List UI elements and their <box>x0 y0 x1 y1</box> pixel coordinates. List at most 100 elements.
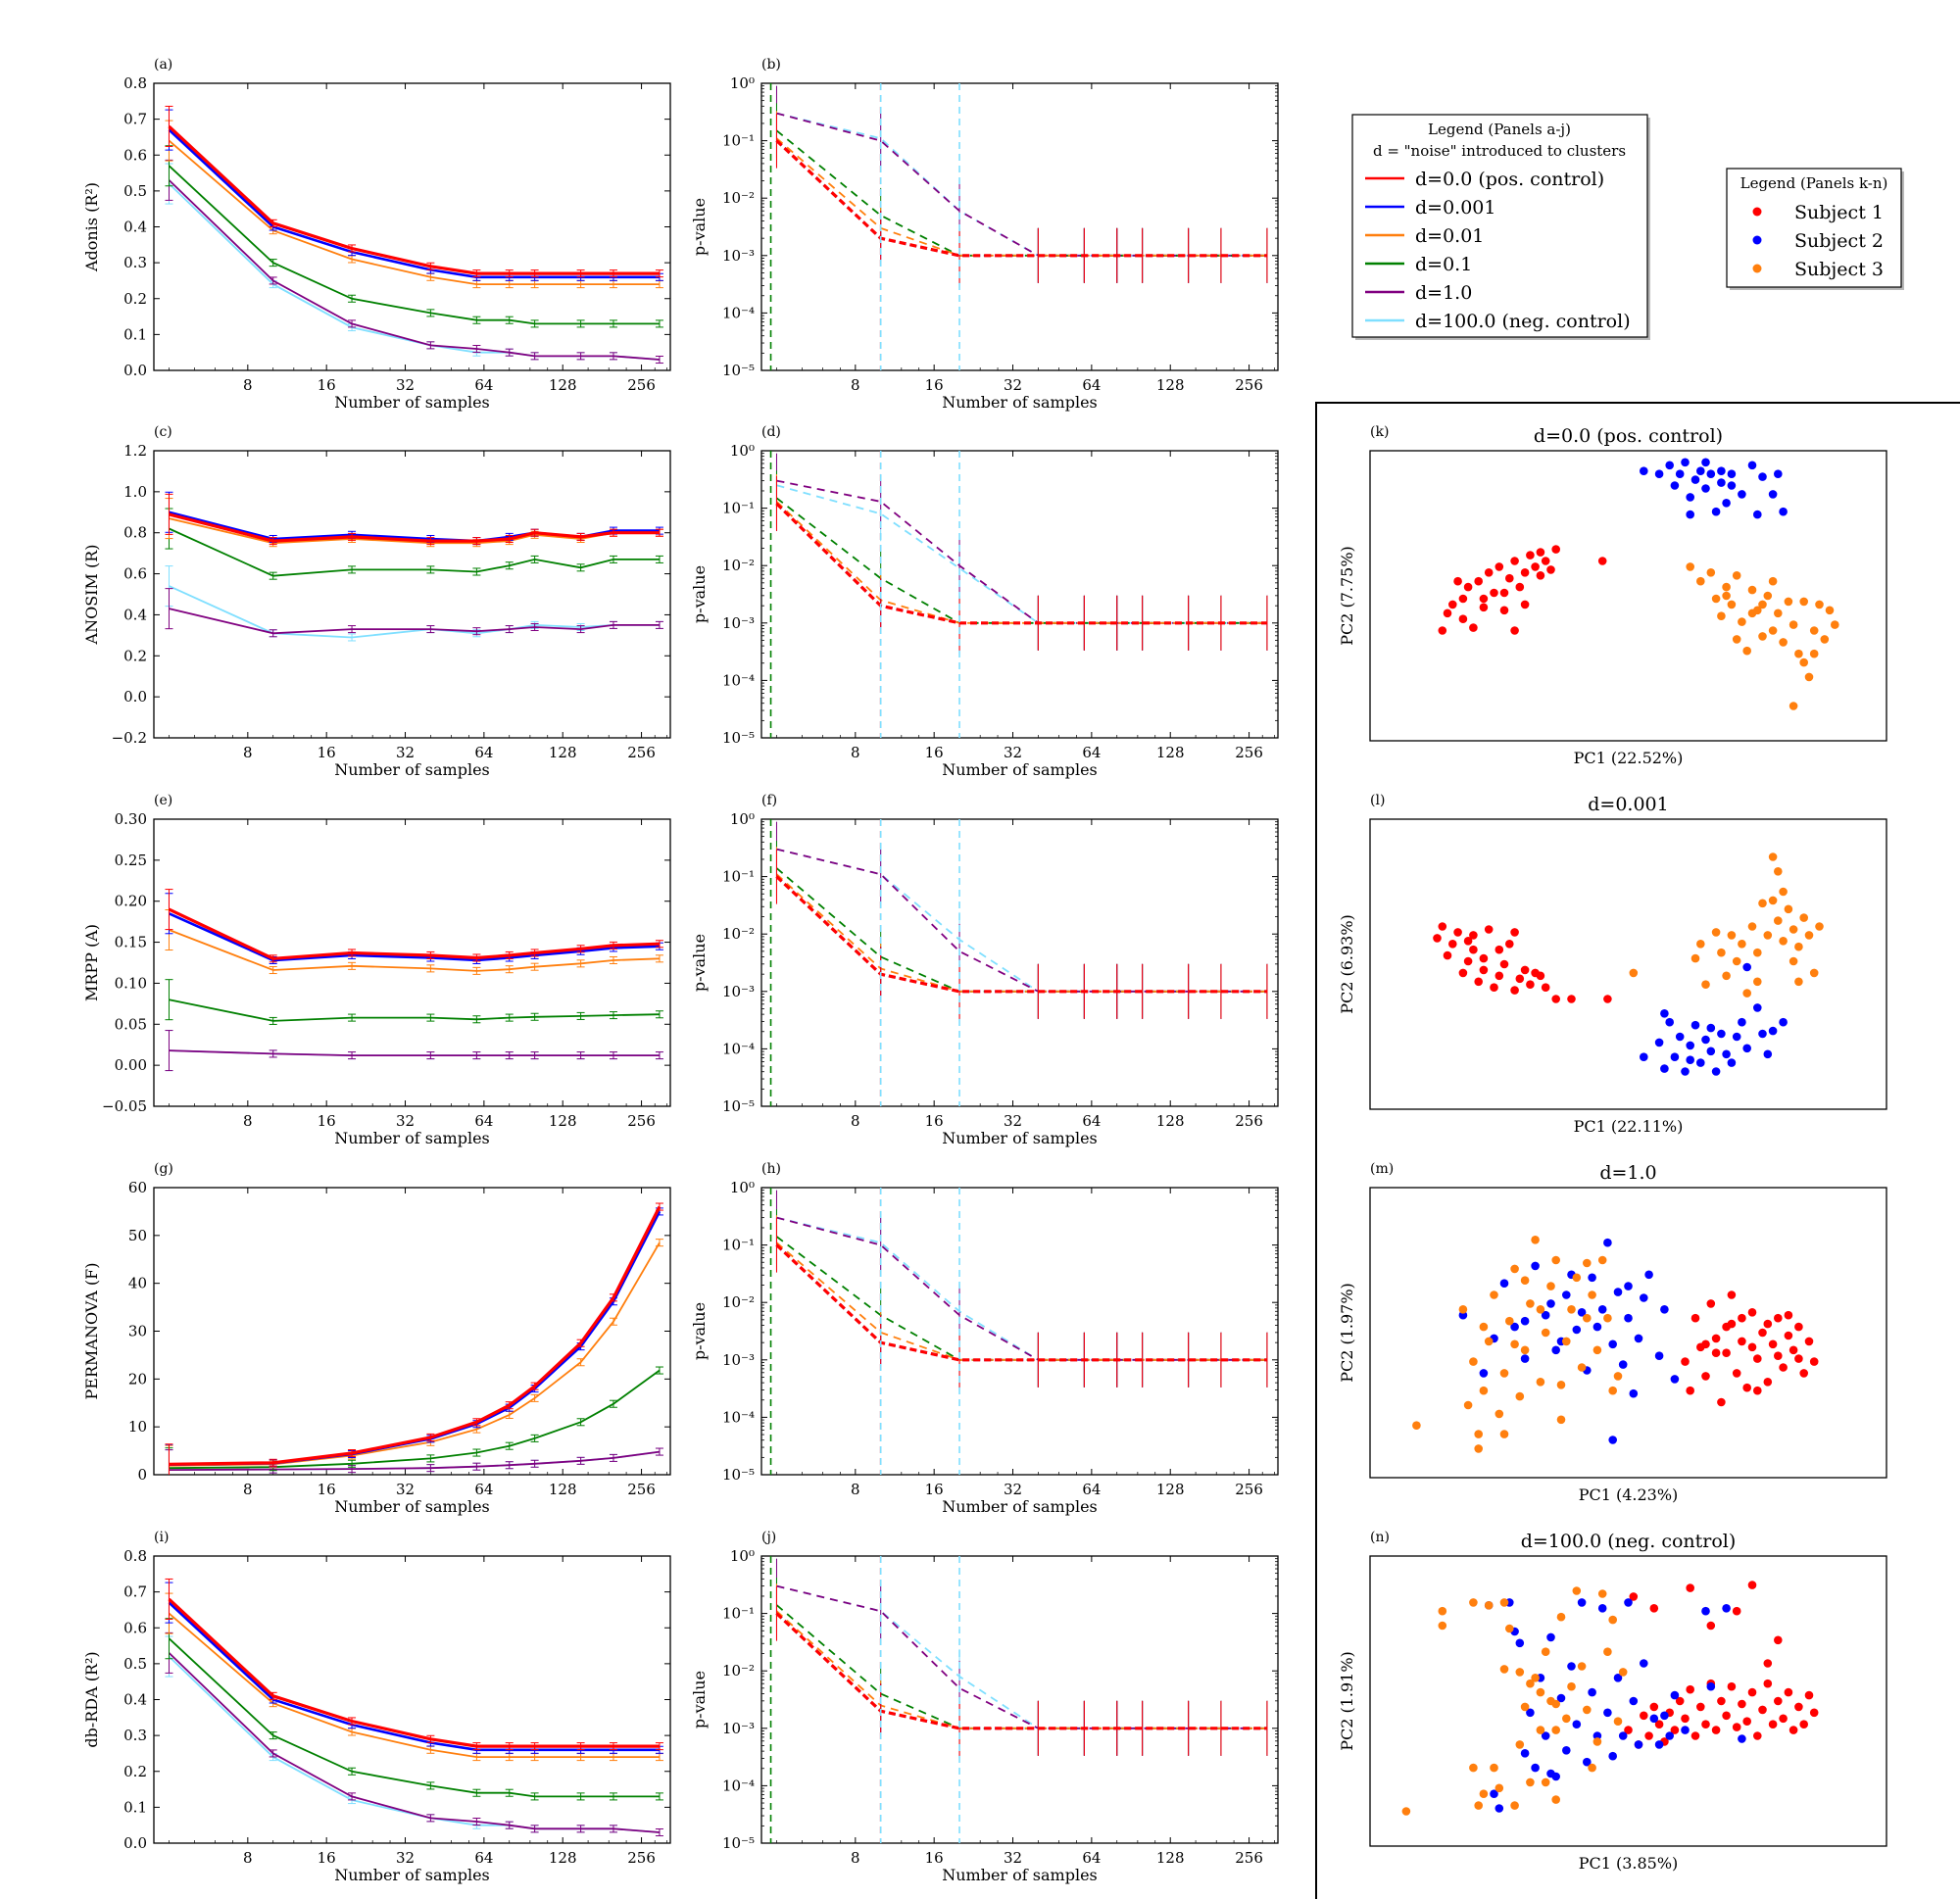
data-point <box>1727 1290 1737 1299</box>
y-axis-label: PC2 (6.93%) <box>1338 914 1356 1014</box>
data-point <box>1681 458 1690 467</box>
data-point <box>1479 1322 1489 1332</box>
x-tick-label: 16 <box>318 744 336 761</box>
data-point <box>1603 1647 1612 1656</box>
panel-n: (n) d=100.0 (neg. control) PC1 (3.85%) PC2 … <box>1338 1530 1887 1873</box>
y-tick-label: 10⁻² <box>722 189 755 207</box>
data-point <box>1788 702 1798 710</box>
data-point <box>1629 1388 1639 1398</box>
y-tick-label: 0.2 <box>123 290 147 308</box>
legend-kn-title: Legend (Panels k-n) <box>1740 174 1888 192</box>
data-point <box>1675 1696 1685 1706</box>
x-axis-label: Number of samples <box>334 393 490 412</box>
x-tick-label: 128 <box>549 744 577 761</box>
data-point <box>1738 1337 1746 1346</box>
data-point <box>1809 649 1819 658</box>
axes-frame <box>153 818 671 1107</box>
data-point <box>1556 1693 1566 1703</box>
data-point <box>1541 1777 1550 1787</box>
data-point <box>1779 638 1788 647</box>
data-point <box>1809 1357 1819 1366</box>
series-group <box>769 83 1268 370</box>
data-point <box>1463 582 1473 592</box>
axes-frame <box>1369 818 1887 1110</box>
data-point <box>1722 1348 1731 1357</box>
data-point <box>1546 1282 1555 1290</box>
data-point <box>1738 1017 1746 1027</box>
panel-k: (k) d=0.0 (pos. control) PC1 (22.52%) PC2 (… <box>1338 424 1887 767</box>
data-point <box>1738 490 1746 499</box>
data-point <box>1515 1668 1525 1677</box>
data-point <box>1474 576 1483 586</box>
y-axis-label: PC2 (1.97%) <box>1338 1283 1356 1383</box>
data-point <box>1577 1598 1587 1607</box>
data-point <box>1520 600 1530 609</box>
data-point <box>1768 1720 1778 1729</box>
data-point <box>1784 1331 1793 1340</box>
data-point <box>1443 950 1452 960</box>
data-point <box>1531 1674 1540 1682</box>
data-point <box>1479 965 1489 975</box>
y-tick-label: 10⁰ <box>730 442 755 460</box>
y-tick-label: 0.10 <box>115 974 147 992</box>
axes-frame <box>760 82 1279 371</box>
data-point <box>1613 1674 1623 1682</box>
y-tick-label: 0.6 <box>123 146 147 164</box>
data-point <box>1505 1624 1514 1633</box>
x-tick-label: 32 <box>396 744 415 761</box>
axes-frame <box>760 1187 1279 1476</box>
data-point <box>1531 1236 1540 1244</box>
data-point <box>1675 1032 1685 1042</box>
data-point <box>1469 1763 1478 1773</box>
y-tick-label: −0.05 <box>102 1097 147 1115</box>
x-tick-label: 32 <box>1004 1481 1022 1498</box>
x-tick-label: 256 <box>1235 1481 1263 1498</box>
data-point <box>1536 548 1545 557</box>
series-line-0 <box>168 124 660 275</box>
x-tick-label: 32 <box>1004 1112 1022 1130</box>
panel-letter: (h) <box>761 1161 781 1177</box>
data-point <box>1701 1372 1710 1381</box>
data-point <box>1603 1238 1612 1247</box>
series-line-0 <box>168 907 661 960</box>
series-line-3 <box>169 527 660 577</box>
data-point <box>1799 597 1808 607</box>
series-line-3 <box>775 129 1267 257</box>
x-tick-label: 16 <box>925 376 944 394</box>
data-point <box>1608 1751 1617 1761</box>
y-tick-label: 10⁻⁵ <box>722 1466 755 1484</box>
series-line-2 <box>775 1242 1267 1361</box>
data-point <box>1670 1726 1680 1734</box>
data-point <box>1597 1255 1607 1265</box>
data-point <box>1686 1055 1694 1064</box>
y-tick-label: 0.3 <box>123 1727 147 1744</box>
panel-f: 10⁰ 10⁻¹ 10⁻² 10⁻³ 10⁻⁴ 10⁻⁵ 8 16 32 64 128 256 (f) N… <box>690 793 1279 1147</box>
panel-title: d=0.001 <box>1588 794 1668 815</box>
data-point <box>1738 1734 1746 1743</box>
data-point <box>1763 1659 1773 1668</box>
data-point <box>1479 1789 1489 1798</box>
y-tick-label: 0 <box>137 1466 147 1484</box>
x-tick-label: 64 <box>474 1481 493 1498</box>
data-point <box>1510 986 1519 995</box>
x-tick-label: 8 <box>851 1481 860 1498</box>
y-tick-label: 10⁻⁴ <box>722 1408 755 1426</box>
series-line-4 <box>776 1584 1267 1729</box>
data-point <box>1541 557 1550 565</box>
y-tick-label: 10⁻² <box>722 925 755 943</box>
y-tick-label: 50 <box>128 1227 147 1244</box>
data-point <box>1820 635 1830 644</box>
data-point <box>1515 1740 1525 1749</box>
data-point <box>1484 1601 1494 1610</box>
data-point <box>1753 510 1762 519</box>
data-point <box>1567 995 1576 1003</box>
legend-marker <box>1752 264 1762 273</box>
axes-frame <box>153 450 671 739</box>
data-point <box>1784 1310 1793 1320</box>
data-point <box>1567 1681 1576 1691</box>
data-point <box>1490 1789 1498 1798</box>
y-tick-label: 0.0 <box>123 688 147 706</box>
data-point <box>1469 1598 1478 1607</box>
series-line-2 <box>775 1610 1267 1729</box>
panel-e: −0.05 0.00 0.05 0.10 0.15 0.20 0.25 0.30 8 16 32 64… <box>82 793 671 1147</box>
